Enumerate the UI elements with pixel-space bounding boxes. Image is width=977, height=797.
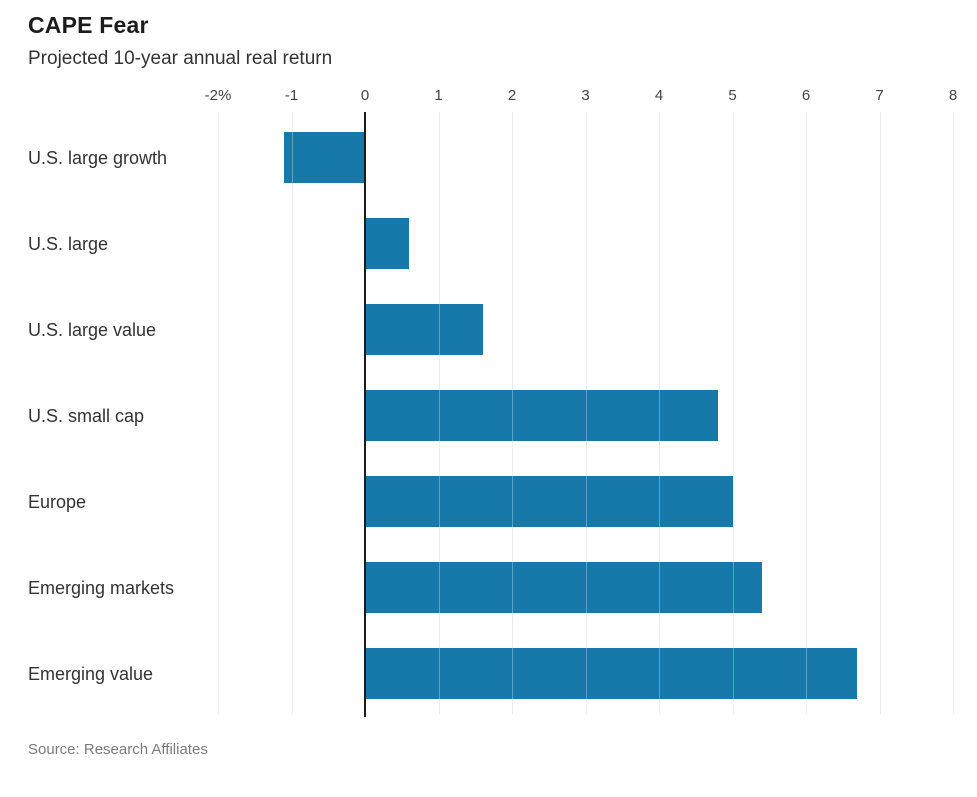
- x-axis-tick-label: 4: [654, 87, 664, 104]
- bar: [365, 562, 762, 613]
- bar: [365, 390, 718, 441]
- x-axis-tick-label: 8: [948, 87, 958, 104]
- gridline-overlay: [732, 112, 734, 714]
- category-label: Europe: [28, 491, 87, 512]
- x-axis-tick-label: 0: [360, 87, 370, 104]
- gridline: [732, 112, 734, 714]
- x-axis-tick-label: 7: [875, 87, 884, 104]
- chart-title: CAPE Fear: [28, 12, 149, 38]
- category-label: Emerging value: [28, 663, 154, 684]
- category-label: U.S. small cap: [28, 405, 145, 426]
- category-label: U.S. large: [28, 233, 109, 254]
- zero-axis-line: [364, 112, 366, 717]
- category-label: Emerging markets: [28, 577, 175, 598]
- bar: [365, 218, 410, 269]
- x-axis-tick-label: 6: [801, 87, 811, 104]
- bar: [365, 304, 483, 355]
- x-axis-tick-label: 1: [434, 87, 443, 104]
- x-axis-tick-label: 3: [581, 87, 590, 104]
- gridline-overlay: [218, 112, 219, 714]
- category-label: U.S. large value: [28, 319, 157, 340]
- gridline: [291, 112, 293, 714]
- bar: [365, 648, 858, 699]
- gridline-overlay: [953, 112, 954, 714]
- source-note: Source: Research Affiliates: [28, 741, 208, 758]
- gridline-overlay: [659, 112, 660, 714]
- gridline-overlay: [806, 112, 807, 714]
- gridline-overlay: [585, 112, 587, 714]
- gridline-overlay: [512, 112, 513, 714]
- gridline: [879, 112, 881, 714]
- chart-subtitle: Projected 10-year annual real return: [28, 48, 333, 69]
- category-label: U.S. large growth: [28, 147, 168, 168]
- gridline-overlay: [879, 112, 881, 714]
- x-axis-tick-label: 2: [507, 87, 517, 104]
- gridline-overlay: [438, 112, 440, 714]
- gridline: [218, 112, 219, 714]
- x-axis-tick-label: -1: [284, 87, 299, 104]
- gridline: [806, 112, 807, 714]
- gridline-overlay: [291, 112, 293, 714]
- x-axis-tick-label: -2%: [204, 87, 232, 104]
- gridline: [953, 112, 954, 714]
- plot-area: -2% -1 0 1 2 3 4 5 6 7 8: [205, 87, 957, 717]
- x-axis-tick-label: 5: [728, 87, 737, 104]
- bar: [365, 476, 733, 527]
- bar: [284, 132, 365, 183]
